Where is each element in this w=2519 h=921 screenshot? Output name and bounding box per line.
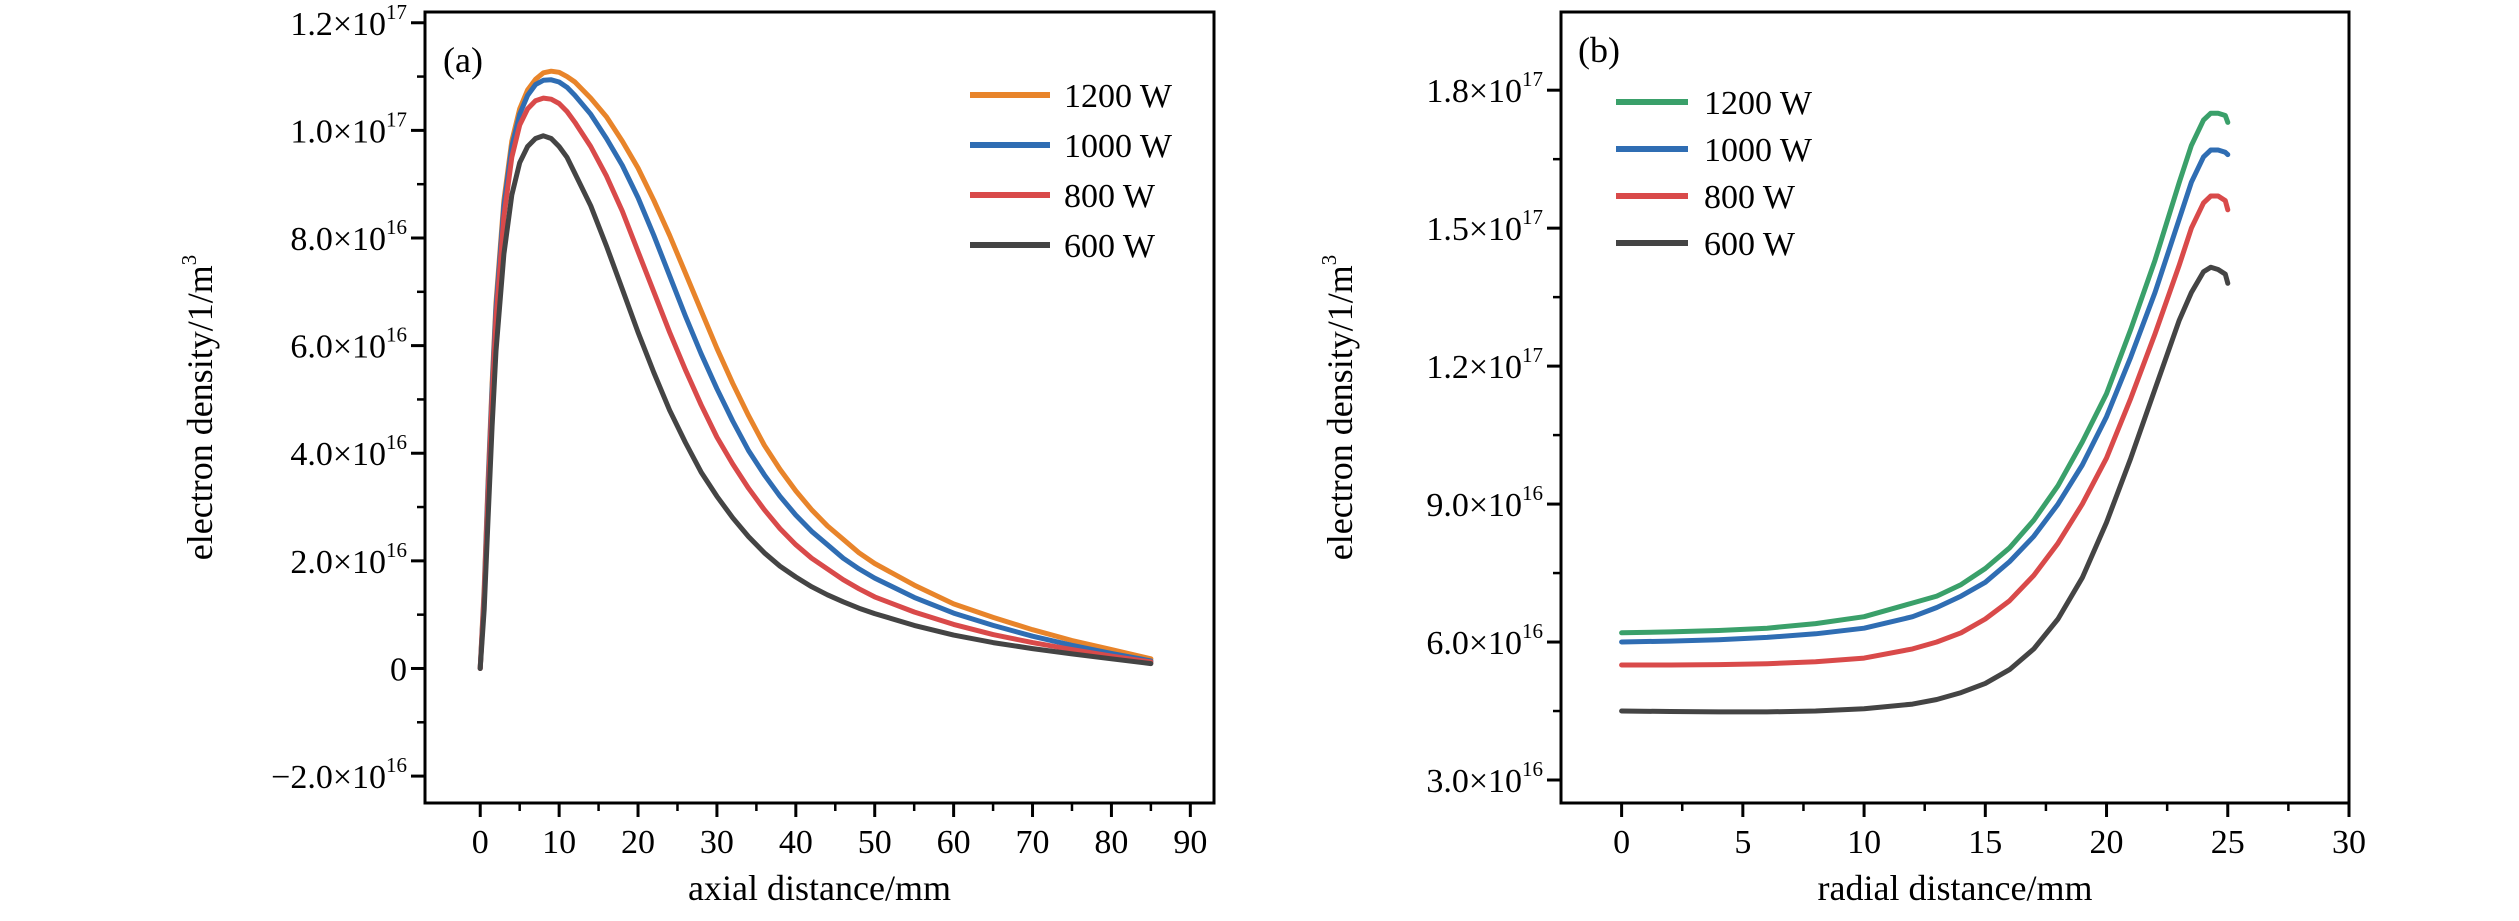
panel-a-x-tick-label: 50 [858,824,892,861]
panel-a-y-tick-label: −2.0×1016 [271,753,407,796]
panel-b-y-tick-label: 1.8×1017 [1426,67,1543,110]
panel-b-legend: 1200 W 1000 W 800 W 600 W [1616,85,1813,263]
panel-b-axes-frame [1559,10,2351,805]
panel-a-series-line-1200-w [477,68,1154,671]
panel-a-y-tick-label: 2.0×1016 [290,538,407,581]
panel-a-x-tick-label: 10 [542,824,576,861]
panel-b-chart: 0 5 10 15 20 25 30 1.8×1017 1.5×1017 1.2×1017 9.0×… [1317,10,2366,908]
panel-b-x-tick-label: 30 [2332,824,2366,861]
panel-b-x-tick-label: 25 [2211,824,2245,861]
panel-a-y-tick-label: 6.0×1016 [290,323,407,366]
panel-b-series-line-600-w [1619,264,2231,715]
panel-a-label: (a) [443,40,483,80]
panel-a-x-tick-label: 40 [779,824,813,861]
panel-a-y-tick-label: 1.2×1017 [290,0,407,43]
panel-a-x-tick-label: 0 [472,824,489,861]
panel-b-y-tick-label: 9.0×1016 [1426,481,1543,524]
panel-a-y-axis-title: electron density/1/m3 [177,255,220,560]
panel-b-y-axis-title: electron density/1/m3 [1317,255,1360,560]
panel-b-series-line-1200-w [1619,110,2231,636]
panel-b-x-tick-label: 20 [2090,824,2124,861]
panel-a-legend-label: 600 W [1064,228,1156,265]
panel-b-legend-label: 800 W [1704,179,1796,216]
panel-a-series-line-600-w [477,133,1154,671]
panel-b-y-tick-label: 3.0×1016 [1426,757,1543,800]
panel-a-legend: 1200 W 1000 W 800 W 600 W [970,78,1173,265]
panel-a-x-tick-label: 20 [621,824,655,861]
panel-b-y-tick-label: 6.0×1016 [1426,619,1543,662]
panel-a-series-line-800-w [477,95,1154,671]
panel-a-y-tick-label: 8.0×1016 [290,215,407,258]
panel-b-y-tick-label: 1.2×1017 [1426,343,1543,386]
panel-a-x-tick-label: 80 [1094,824,1128,861]
panel-a-series-line-1000-w [477,77,1154,671]
panel-a-legend-label: 800 W [1064,178,1156,215]
panel-a-axes-frame [423,10,1216,805]
panel-a-x-tick-label: 60 [937,824,971,861]
panel-a-x-tick-label: 70 [1016,824,1050,861]
panel-a-legend-label: 1000 W [1064,128,1173,165]
panel-b-series-line-1000-w [1619,147,2231,645]
panel-b-x-tick-label: 10 [1847,824,1881,861]
panel-b-series-line-800-w [1619,193,2231,668]
panel-b-label: (b) [1578,30,1620,70]
panel-a-y-tick-label: 4.0×1016 [290,430,407,473]
panel-b-x-tick-label: 15 [1968,824,2002,861]
panel-a-y-tick-label: 0 [390,651,407,688]
panel-a-legend-label: 1200 W [1064,78,1173,115]
panel-b-legend-label: 600 W [1704,226,1796,263]
panel-b-x-tick-label: 5 [1734,824,1751,861]
panel-a-x-tick-label: 90 [1173,824,1207,861]
panel-a-x-axis-title: axial distance/mm [688,868,951,908]
panel-b-legend-label: 1200 W [1704,85,1813,122]
panel-b-x-axis-title: radial distance/mm [1818,868,2093,908]
panel-a-y-tick-label: 1.0×1017 [290,107,407,150]
panel-a-chart: 0 10 20 30 40 50 60 70 80 90 1.2×1017 1.0×1017 8.0×1… [177,0,1216,908]
panel-a-x-tick-label: 30 [700,824,734,861]
panel-b-y-tick-label: 1.5×1017 [1426,205,1543,248]
panel-b-x-tick-label: 0 [1613,824,1630,861]
panel-b-legend-label: 1000 W [1704,132,1813,169]
